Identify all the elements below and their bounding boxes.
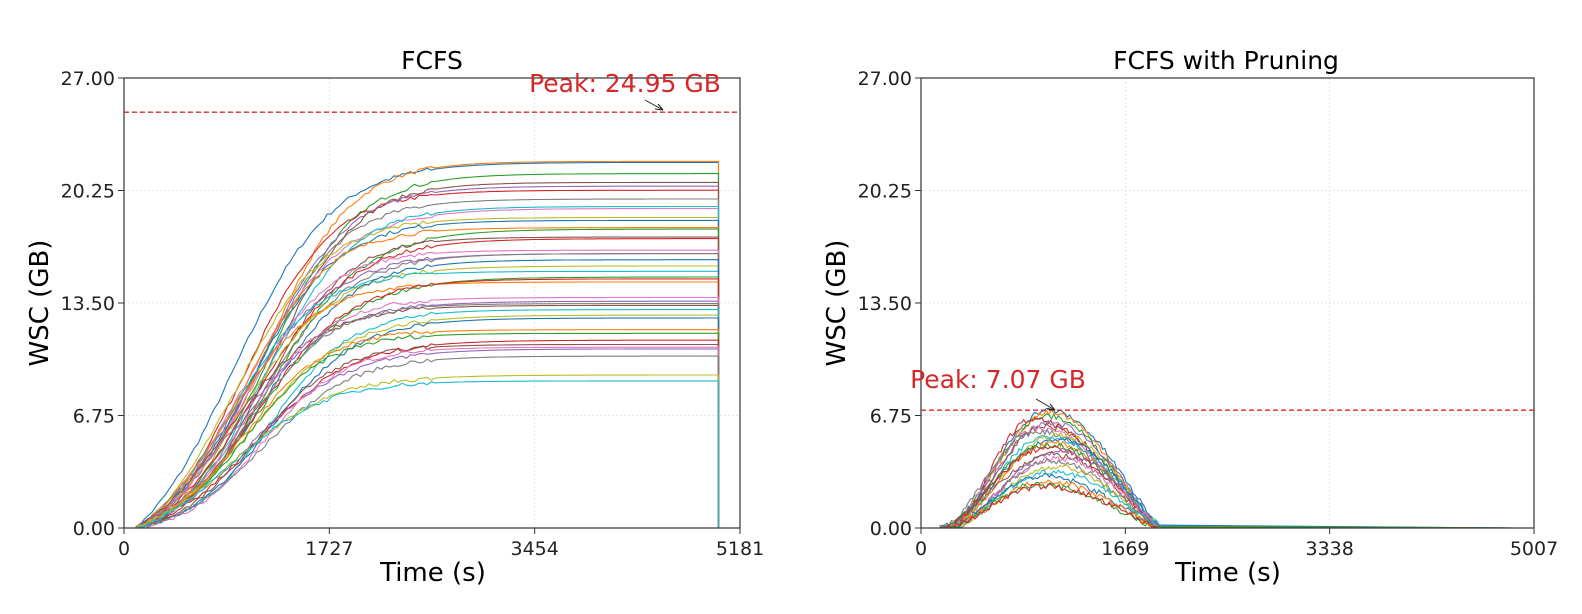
peak-arrow [1035,398,1056,411]
peak-label: Peak: 24.95 GB [529,69,721,98]
y-tick-label: 0.00 [870,518,912,540]
series-line [135,329,720,528]
x-tick-label: 0 [915,538,927,560]
series-line [135,355,720,529]
series-line [135,161,720,529]
series-line [939,451,1515,529]
x-tick-label: 1669 [1101,538,1149,560]
series-line [135,339,720,529]
series-line [135,309,720,529]
peak-label: Peak: 7.07 GB [910,365,1086,394]
x-tick-label: 1727 [305,538,353,560]
series-line [950,434,1515,529]
series-line [135,296,720,529]
series-line [946,483,1157,529]
y-tick-label: 0.00 [73,518,115,540]
series-line [135,304,720,529]
series-line [135,207,720,528]
series-line [135,314,720,528]
series-line [949,455,1515,529]
series-line [135,216,720,528]
series-line [135,259,720,529]
series-line [135,374,720,529]
chart-title: FCFS with Pruning [1113,46,1339,75]
axis-ticks: 0 1727 3454 5181 0.00 6.75 13.50 20.25 27.00 [61,68,765,560]
series-line [946,412,1515,529]
peak-arrow [644,99,664,111]
x-tick-label: 0 [118,538,130,560]
y-tick-label: 20.25 [61,181,115,203]
y-tick-label: 27.00 [858,68,912,90]
series-lines [135,160,720,529]
series-line [135,205,720,529]
series-line [135,198,720,529]
series-line [948,432,1515,529]
y-tick-label: 6.75 [870,406,912,428]
series-line [135,303,720,529]
series-line [953,457,1515,529]
series-line [950,464,1515,529]
series-lines [938,407,1515,529]
series-line [135,227,720,529]
y-axis-label: WSC (GB) [822,240,852,367]
series-line [946,479,1515,529]
series-line [135,189,720,528]
series-line [135,317,720,529]
axis-ticks: 0 1669 3338 5007 0.00 6.75 13.50 20.25 27.00 [858,68,1559,560]
y-tick-label: 6.75 [73,406,115,428]
series-line [135,332,720,529]
series-line [135,219,720,528]
series-line [135,300,720,529]
gridlines [123,77,741,529]
y-axis-label: WSC (GB) [25,240,55,367]
y-tick-label: 13.50 [61,293,115,315]
series-line [135,346,720,529]
y-tick-label: 20.25 [858,181,912,203]
x-tick-label: 3338 [1305,538,1353,560]
x-tick-label: 5007 [1510,538,1558,560]
series-line [135,380,720,529]
chart-fcfs: FCFS 0 1727 3454 5181 0.00 6.75 13.50 20.25 27.0… [25,46,764,588]
series-line [135,160,720,529]
y-tick-label: 27.00 [61,68,115,90]
series-line [951,448,1515,529]
series-line [945,419,1515,529]
series-line [944,472,1515,529]
x-tick-label: 5181 [716,538,764,560]
series-line [135,343,720,529]
x-axis-label: Time (s) [1174,558,1281,588]
y-tick-label: 13.50 [858,293,912,315]
chart-title: FCFS [401,46,463,75]
series-line [135,278,720,529]
series-line [135,238,720,529]
series-line [135,281,720,529]
chart-fcfs-pruning: FCFS with Pruning 0 1669 3338 5007 0.00 6.75 1… [822,46,1558,588]
series-line [135,249,720,529]
x-tick-label: 3454 [510,538,558,560]
x-axis-label: Time (s) [379,558,486,588]
series-line [951,481,1515,529]
series-line [135,181,720,529]
series-line [135,270,720,528]
series-line [949,407,1515,529]
